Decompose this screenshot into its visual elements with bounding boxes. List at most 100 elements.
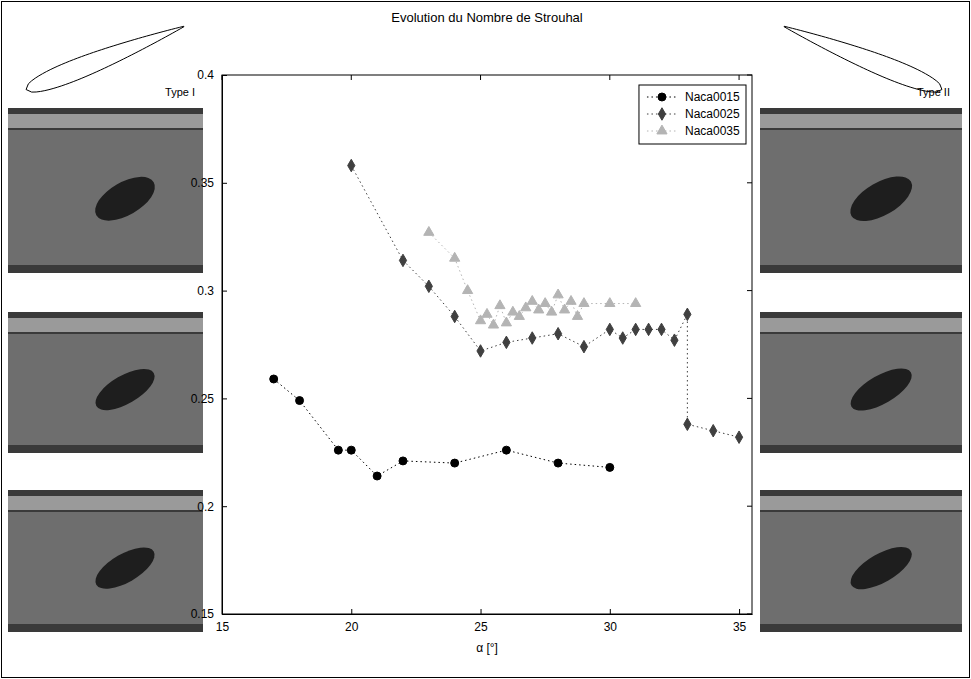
data-point xyxy=(671,334,678,346)
tick-mark xyxy=(609,75,610,80)
tick-mark xyxy=(739,75,740,80)
tick-label: 0.4 xyxy=(197,68,214,82)
data-point xyxy=(632,323,639,335)
tick-mark xyxy=(222,291,227,292)
legend-marker xyxy=(658,108,665,120)
figure: Type IType II15202530350.150.20.250.30.3… xyxy=(0,0,971,679)
data-point xyxy=(399,254,406,266)
tick-mark xyxy=(480,75,481,80)
series-line xyxy=(274,379,610,476)
photo xyxy=(8,490,203,632)
legend: Naca0015 Naca0025 Naca0035 xyxy=(639,85,746,144)
tick: 30 xyxy=(604,609,618,634)
photo-water xyxy=(8,512,203,624)
photo-frame xyxy=(760,312,962,453)
legend-item: Naca0035 xyxy=(647,124,740,138)
x-axis-title: α [°] xyxy=(476,641,498,655)
tick-label: 35 xyxy=(733,620,747,634)
photo-band xyxy=(8,496,203,510)
data-point xyxy=(296,397,304,405)
data-point xyxy=(605,298,615,307)
legend-box xyxy=(639,85,746,144)
data-point xyxy=(348,159,355,171)
legend-label: Naca0015 xyxy=(685,90,740,104)
chart-title: Evolution du Nombre de Strouhal xyxy=(391,10,583,25)
tick-mark xyxy=(481,609,482,614)
data-point xyxy=(559,304,569,313)
photo-water xyxy=(8,130,203,265)
data-point xyxy=(579,298,589,307)
legend-item: Naca0025 xyxy=(647,107,740,121)
legend-marker xyxy=(658,93,666,101)
data-point xyxy=(619,332,626,344)
photo-frame xyxy=(760,490,962,632)
data-point xyxy=(451,310,458,322)
tick-mark xyxy=(222,183,227,184)
tick-label: 15 xyxy=(216,620,230,634)
tick-mark xyxy=(747,506,752,507)
photo-band xyxy=(8,114,203,128)
tick-label: 20 xyxy=(345,620,359,634)
photo-frame xyxy=(8,108,203,273)
airfoil-sketch xyxy=(784,26,942,92)
data-point xyxy=(373,472,381,480)
photo-band xyxy=(8,318,203,332)
data-point xyxy=(463,285,473,294)
tick-mark xyxy=(747,398,752,399)
photo-band xyxy=(760,114,962,128)
tick-mark xyxy=(747,290,752,291)
tick-mark xyxy=(222,398,227,399)
data-point xyxy=(501,317,511,326)
photo-profile xyxy=(89,539,161,597)
photo-water xyxy=(8,334,203,445)
data-point xyxy=(495,300,505,309)
photo xyxy=(760,490,962,632)
legend-label: Naca0035 xyxy=(685,124,740,138)
data-point xyxy=(631,298,641,307)
annotation: Type I xyxy=(165,86,195,98)
series-line xyxy=(429,232,636,325)
data-point xyxy=(514,311,524,320)
photo xyxy=(760,108,962,273)
data-point xyxy=(580,340,587,352)
data-point xyxy=(482,308,492,317)
data-point xyxy=(735,431,742,443)
plot-marks xyxy=(270,159,743,480)
photo-profile xyxy=(844,539,918,598)
data-point xyxy=(553,289,563,298)
photo-frame xyxy=(8,312,203,453)
photo-profile xyxy=(844,360,918,419)
photo-water xyxy=(760,512,962,624)
data-point xyxy=(477,345,484,357)
tick-label: 0.3 xyxy=(197,284,214,298)
data-point xyxy=(529,332,536,344)
data-point xyxy=(425,280,432,292)
photo-profile xyxy=(843,167,919,230)
photo-frame xyxy=(8,490,203,632)
data-point xyxy=(606,463,614,471)
data-point xyxy=(566,295,576,304)
data-point xyxy=(503,336,510,348)
airfoil-sketch xyxy=(26,26,184,92)
photo xyxy=(8,108,203,273)
data-point xyxy=(606,323,613,335)
data-point xyxy=(547,306,557,315)
data-point xyxy=(399,457,407,465)
data-point xyxy=(684,418,691,430)
photo-profile xyxy=(89,361,161,419)
data-point xyxy=(684,308,691,320)
photo-band xyxy=(760,318,962,332)
tick-label: 0.25 xyxy=(191,392,215,406)
data-point xyxy=(572,311,582,320)
tick-mark xyxy=(747,182,752,183)
tick: 25 xyxy=(474,609,488,634)
tick: 0.2 xyxy=(197,500,227,514)
data-point xyxy=(488,319,498,328)
tick-label: 30 xyxy=(604,620,618,634)
photo-water xyxy=(760,334,962,445)
tick: 20 xyxy=(345,609,359,634)
tick-mark xyxy=(739,609,740,614)
data-point xyxy=(554,327,561,339)
data-point xyxy=(645,323,652,335)
tick-mark xyxy=(610,609,611,614)
